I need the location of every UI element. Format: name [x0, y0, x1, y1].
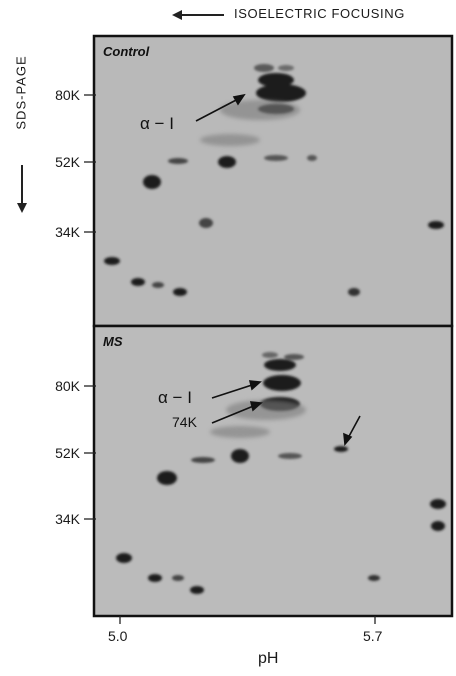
isoelectric-focusing-label: ISOELECTRIC FOCUSING [234, 6, 405, 21]
74k-label: 74K [172, 414, 197, 430]
ms-panel-label: MS [103, 334, 123, 349]
alpha-i-label: α − I [140, 114, 174, 133]
mw-marker-52k: 52K [55, 154, 80, 170]
mw-marker-80k: 80K [55, 378, 80, 394]
ph-axis-label: pH [258, 650, 279, 667]
ph-tick-5-7: 5.7 [363, 628, 383, 644]
mw-marker-52k: 52K [55, 445, 80, 461]
control-panel [92, 34, 454, 328]
control-panel-label: Control [103, 44, 150, 59]
ph-tick-5-0: 5.0 [108, 628, 128, 644]
alpha-i-label: α − I [158, 388, 192, 407]
mw-marker-34k: 34K [55, 224, 80, 240]
ms-panel [92, 324, 454, 618]
left-arrow-icon [172, 10, 224, 20]
down-arrow-icon [17, 165, 27, 213]
mw-marker-34k: 34K [55, 511, 80, 527]
mw-marker-80k: 80K [55, 87, 80, 103]
